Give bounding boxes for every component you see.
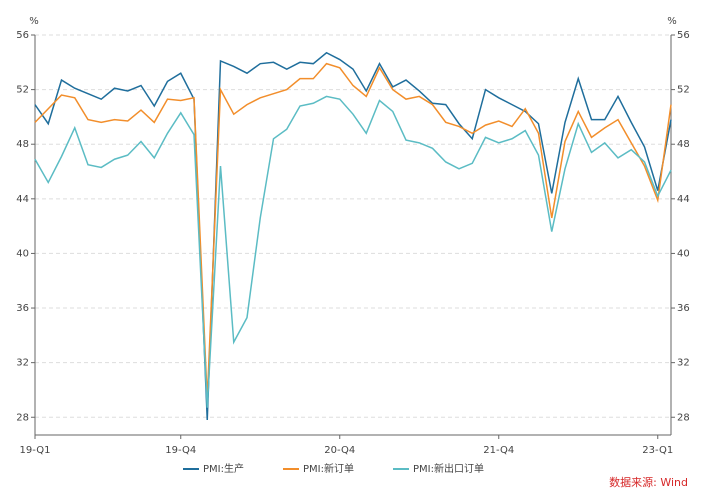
y-tick-label: 36 <box>16 303 29 314</box>
y-tick-label: 52 <box>16 85 29 96</box>
x-tick-label: 19-Q1 <box>20 445 51 456</box>
legend-label: PMI:新订单 <box>303 462 354 475</box>
y-tick-label: 40 <box>16 248 29 259</box>
y-tick-label-right: 56 <box>677 30 690 41</box>
y-tick-label: 32 <box>16 358 29 369</box>
y-tick-label: 48 <box>16 139 29 150</box>
y-tick-label-right: 32 <box>677 358 690 369</box>
x-tick-label: 23-Q1 <box>642 445 673 456</box>
y-tick-label: 56 <box>16 30 29 41</box>
x-tick-label: 21-Q4 <box>483 445 514 456</box>
y-tick-label-right: 28 <box>677 412 690 423</box>
y-tick-label-right: 48 <box>677 139 690 150</box>
series-line <box>34 62 672 400</box>
y-tick-label-right: 36 <box>677 303 690 314</box>
x-tick-label: 19-Q4 <box>165 445 196 456</box>
legend-label: PMI:新出口订单 <box>413 462 484 475</box>
y-unit-right: % <box>667 16 677 27</box>
y-tick-label: 44 <box>16 194 29 205</box>
source-note: 数据来源: Wind <box>609 475 688 489</box>
legend-label: PMI:生产 <box>203 462 244 475</box>
y-tick-label-right: 52 <box>677 85 690 96</box>
y-unit-left: % <box>29 16 39 27</box>
x-tick-label: 20-Q4 <box>324 445 355 456</box>
series-line <box>34 51 672 421</box>
y-tick-label-right: 44 <box>677 194 690 205</box>
y-tick-label-right: 40 <box>677 248 690 259</box>
series-line <box>34 95 672 408</box>
y-tick-label: 28 <box>16 412 29 423</box>
